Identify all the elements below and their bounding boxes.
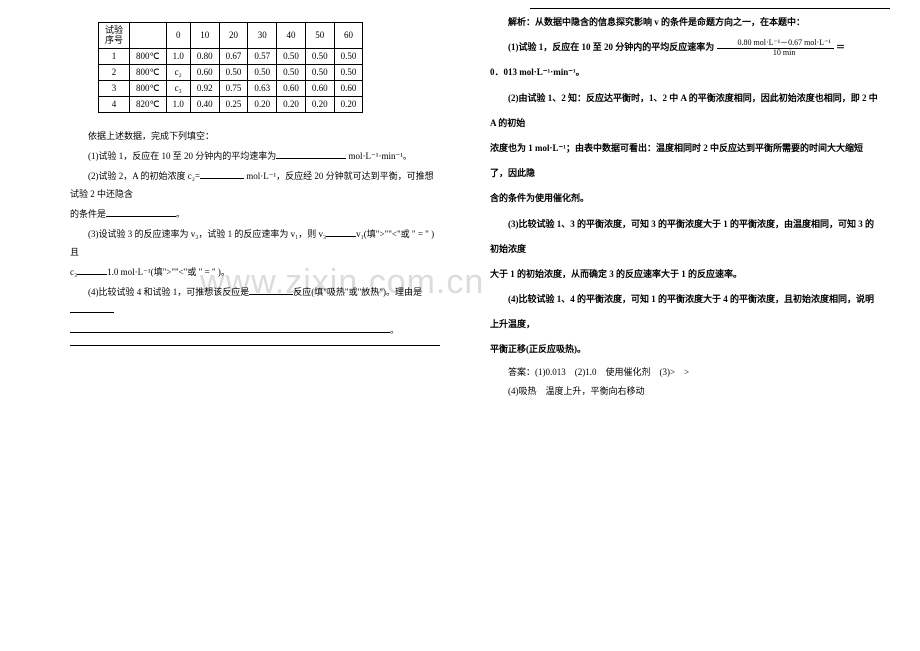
para: (1)试验 1，反应在 10 至 20 分钟内的平均速率为 mol·L⁻¹·mi… [70,147,440,165]
table-row: 3 800℃ c₃ 0.92 0.75 0.63 0.60 0.60 0.60 [99,80,363,96]
text: mol·L⁻¹·min⁻¹。 [346,151,412,161]
blank-line [70,323,390,333]
td: 0.50 [277,48,306,64]
para: (4)比较试验 4 和试验 1，可推想该反应是 反应(填"吸热"或"放热")。理由… [70,283,440,319]
th: 60 [334,23,363,49]
th: 0 [166,23,190,49]
th: 20 [219,23,248,49]
td: 0.50 [248,64,277,80]
th: 10 [190,23,219,49]
td: 0.50 [219,64,248,80]
fraction-denominator: 10 min [717,49,834,58]
td: 0.75 [219,80,248,96]
td: 0.25 [219,96,248,112]
text: (2)试验 2，A 的初始浓度 c₂= [88,171,200,181]
td: 0.80 [190,48,219,64]
text: (1)试验 1，反应在 10 至 20 分钟内的平均反应速率为 [508,42,714,52]
td: 0.40 [190,96,219,112]
divider [70,345,440,346]
td: c₃ [166,80,190,96]
text: c₃ [70,267,77,277]
th: 50 [305,23,334,49]
td: 1.0 [166,48,190,64]
td: 0.50 [305,64,334,80]
para: (3)比较试验 1、3 的平衡浓度，可知 3 的平衡浓度大于 1 的平衡浓度，由… [490,212,880,262]
para: c₃ 1.0 mol·L⁻¹(填">""<"或 " = " )。 [70,263,440,281]
td: 0.50 [334,64,363,80]
right-column: 解析：从数据中隐含的信息探究影响 v 的条件是命题方向之一，在本题中： (1)试… [460,0,920,651]
td: 0.67 [219,48,248,64]
td: 0.20 [248,96,277,112]
blank-line [249,285,293,295]
data-table: 试验序号 0 10 20 30 40 50 60 1 800℃ 1.0 0.80… [98,22,363,113]
td: 2 [99,64,130,80]
td: 0.63 [248,80,277,96]
blank-line [276,149,346,159]
table-row: 4 820℃ 1.0 0.40 0.25 0.20 0.20 0.20 0.20 [99,96,363,112]
table-row: 1 800℃ 1.0 0.80 0.67 0.57 0.50 0.50 0.50 [99,48,363,64]
para: (2)试验 2，A 的初始浓度 c₂= mol·L⁻¹，反应经 20 分钟就可达… [70,167,440,203]
blank-line [106,207,176,217]
table-row: 试验序号 0 10 20 30 40 50 60 [99,23,363,49]
td: 3 [99,80,130,96]
td: 1.0 [166,96,190,112]
td: 0.57 [248,48,277,64]
th: 40 [277,23,306,49]
text: (1)试验 1，反应在 10 至 20 分钟内的平均速率为 [88,151,276,161]
td: 0.60 [277,80,306,96]
para: (2)由试验 1、2 知：反应达平衡时，1、2 中 A 的平衡浓度相同，因此初始… [490,86,880,136]
para: 平衡正移(正反应吸热)。 [490,337,880,362]
td: 800℃ [130,64,167,80]
td: 0.50 [305,48,334,64]
text: 。 [390,325,399,335]
para: 含的条件为使用催化剂。 [490,186,880,211]
text: 1.0 mol·L⁻¹(填">""<"或 " = " )。 [107,267,230,277]
text: 的条件是 [70,209,106,219]
text: (4)比较试验 4 和试验 1，可推想该反应是 [88,287,249,297]
fraction: 0.80 mol·L⁻¹－0.67 mol·L⁻¹ 10 min [717,39,834,58]
blank-line [200,169,244,179]
blank-line [70,303,114,313]
text: 。 [176,209,185,219]
td: 4 [99,96,130,112]
page-container: 试验序号 0 10 20 30 40 50 60 1 800℃ 1.0 0.80… [0,0,920,651]
td: 800℃ [130,48,167,64]
answer-line: (4)吸热 温度上升，平衡向右移动 [490,382,880,402]
td: 0.60 [190,64,219,80]
th [130,23,167,49]
th: 试验序号 [99,23,130,49]
blank-line [77,265,107,275]
blank-line [326,227,356,237]
para: 大于 1 的初始浓度，从而确定 3 的反应速率大于 1 的反应速率。 [490,262,880,287]
para: 依据上述数据，完成下列填空： [70,127,440,145]
td: 0.20 [277,96,306,112]
td: 0.60 [334,80,363,96]
text: ＝ [836,42,845,52]
para: 的条件是 。 [70,205,440,223]
left-column: 试验序号 0 10 20 30 40 50 60 1 800℃ 1.0 0.80… [0,0,460,651]
td: 0.20 [305,96,334,112]
th: 30 [248,23,277,49]
td: 820℃ [130,96,167,112]
text: (3)设试验 3 的反应速率为 v₃，试验 1 的反应速率为 v₁，则 v₃ [88,229,326,239]
td: 0.20 [334,96,363,112]
para: 。 [70,321,440,339]
td: 0.50 [334,48,363,64]
para: (3)设试验 3 的反应速率为 v₃，试验 1 的反应速率为 v₁，则 v₃v₁… [70,225,440,261]
divider [530,8,890,9]
td: 0.92 [190,80,219,96]
td: 0.50 [277,64,306,80]
para: 解析：从数据中隐含的信息探究影响 v 的条件是命题方向之一，在本题中： [490,10,880,35]
td: 0.60 [305,80,334,96]
table-row: 2 800℃ c₂ 0.60 0.50 0.50 0.50 0.50 0.50 [99,64,363,80]
td: 1 [99,48,130,64]
td: c₂ [166,64,190,80]
text: 反应(填"吸热"或"放热")。理由是 [293,287,422,297]
td: 800℃ [130,80,167,96]
para: 0．013 mol·L⁻¹·min⁻¹。 [490,60,880,85]
para: (4)比较试验 1、4 的平衡浓度，可知 1 的平衡浓度大于 4 的平衡浓度，且… [490,287,880,337]
para: 浓度也为 1 mol·L⁻¹；由表中数据可看出：温度相同时 2 中反应达到平衡所… [490,136,880,186]
answer-line: 答案：(1)0.013 (2)1.0 使用催化剂 (3)> > [490,363,880,383]
para: (1)试验 1，反应在 10 至 20 分钟内的平均反应速率为 0.80 mol… [490,35,880,60]
